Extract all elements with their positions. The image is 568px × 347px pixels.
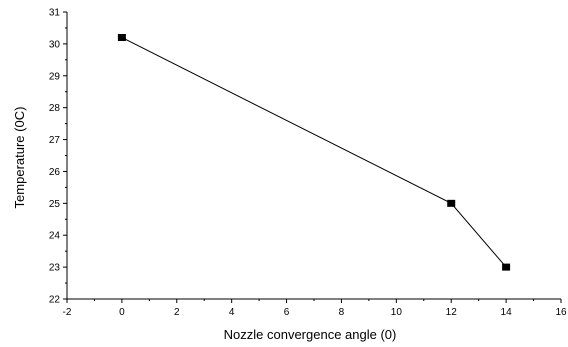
y-tick-label: 28	[49, 103, 61, 114]
y-tick-label: 24	[49, 231, 61, 242]
x-tick-label: 8	[339, 307, 345, 318]
series-line	[121, 37, 507, 268]
data-point-marker	[117, 34, 126, 42]
y-tick-label: 30	[49, 39, 61, 50]
y-axis-ticks: 22 23 24 25 26 27 28 29 30 31	[49, 8, 67, 306]
x-axis-title: Nozzle convergence angle (0)	[224, 327, 397, 342]
series-layer	[117, 34, 511, 271]
data-point-marker	[502, 263, 511, 271]
y-tick-label: 31	[49, 8, 61, 19]
x-tick-label: 0	[119, 307, 125, 318]
x-tick-label: 14	[501, 307, 513, 318]
x-tick-label: 12	[446, 307, 458, 318]
x-tick-label: 16	[555, 307, 567, 318]
x-tick-label: 2	[174, 307, 180, 318]
y-tick-label: 22	[49, 295, 61, 306]
x-tick-label: 4	[229, 307, 235, 318]
y-tick-label: 23	[49, 263, 61, 274]
data-point-marker	[447, 199, 456, 207]
y-tick-label: 26	[49, 167, 61, 178]
x-tick-label: 10	[391, 307, 403, 318]
y-tick-label: 29	[49, 71, 61, 82]
y-tick-label: 27	[49, 135, 61, 146]
y-axis-title: Temperature (0C)	[12, 107, 27, 209]
y-tick-label: 25	[49, 199, 61, 210]
x-tick-label: -2	[63, 307, 72, 318]
x-axis-ticks: -2 0 2 4 6 8 10 12 14 16	[63, 299, 567, 318]
x-tick-label: 6	[284, 307, 290, 318]
